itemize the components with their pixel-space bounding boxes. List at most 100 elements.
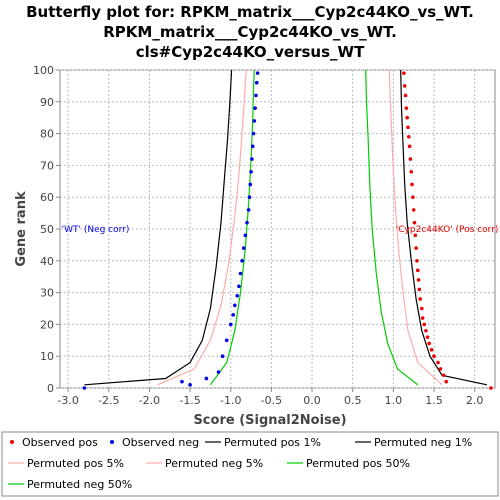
point-observed-pos <box>436 360 440 365</box>
point-observed-neg <box>235 293 240 298</box>
x-tick-label: -0.5 <box>261 394 282 407</box>
annotations: 'WT' (Neg corr) 'Cyp2c44KO' (Pos corr) <box>62 225 499 235</box>
point-observed-pos <box>432 354 436 359</box>
point-observed-pos <box>406 125 410 130</box>
point-observed-pos <box>414 246 418 250</box>
series-line-permuted-pos-5- <box>388 69 443 386</box>
x-tick-label: 1.0 <box>385 394 403 407</box>
legend-item-permuted-pos-1-: Permuted pos 1% <box>224 436 321 449</box>
point-observed-neg <box>216 370 221 374</box>
point-observed-neg <box>188 383 192 387</box>
x-tick-label: 0.5 <box>344 394 362 407</box>
point-observed-neg <box>254 93 258 98</box>
point-observed-pos <box>416 278 421 282</box>
point-observed-pos <box>417 287 422 292</box>
point-observed-pos <box>409 169 414 174</box>
point-observed-neg <box>237 284 241 289</box>
point-observed-neg <box>250 144 255 149</box>
series-line-permuted-pos-1- <box>400 69 488 386</box>
point-observed-neg <box>250 157 254 161</box>
x-axis-label: Score (Signal2Noise) <box>193 413 346 428</box>
x-tick-label: -2.0 <box>139 394 160 407</box>
point-observed-neg <box>82 386 87 390</box>
series-line-permuted-neg-50- <box>209 69 255 386</box>
series-line-permuted-pos-50- <box>365 69 419 386</box>
y-tick-label: 30 <box>40 287 54 300</box>
point-observed-neg <box>220 354 225 359</box>
point-observed-neg <box>251 131 256 136</box>
legend-swatch-observed-pos <box>10 440 14 444</box>
point-observed-pos <box>403 93 408 98</box>
point-observed-neg <box>238 271 243 276</box>
point-observed-pos <box>424 328 428 333</box>
point-observed-neg <box>253 106 257 110</box>
point-observed-pos <box>402 84 407 88</box>
point-observed-pos <box>415 259 419 263</box>
point-observed-neg <box>249 169 253 174</box>
y-tick-label: 20 <box>40 318 54 331</box>
series <box>82 69 493 390</box>
point-observed-neg <box>241 246 246 250</box>
point-observed-pos <box>411 208 416 212</box>
point-observed-neg <box>245 220 249 225</box>
point-observed-neg <box>248 182 253 187</box>
point-observed-pos <box>412 220 417 225</box>
legend-item-permuted-pos-5-: Permuted pos 5% <box>27 457 124 470</box>
point-observed-neg <box>254 80 259 85</box>
point-observed-pos <box>407 134 411 139</box>
point-observed-neg <box>240 259 244 263</box>
point-observed-pos <box>402 71 406 75</box>
point-observed-neg <box>233 303 237 308</box>
x-tick-label: 0.0 <box>303 394 321 407</box>
point-observed-pos <box>489 386 493 390</box>
y-tick-label: 50 <box>40 223 54 236</box>
y-axis-label: Gene rank <box>14 191 29 267</box>
y-tick-label: 0 <box>47 382 54 395</box>
x-tick-label: -1.5 <box>179 394 200 407</box>
y-tick-label: 70 <box>40 159 54 172</box>
point-observed-pos <box>438 367 443 371</box>
point-observed-neg <box>231 313 235 317</box>
y-tick-label: 90 <box>40 96 54 109</box>
legend: Observed pos Observed neg Permuted pos 1% P… <box>8 436 472 491</box>
legend-item-permuted-pos-50-: Permuted pos 50% <box>306 457 410 470</box>
point-observed-pos <box>420 316 425 320</box>
ticks: -3.0 -2.5 -2.0 -1.5 -1.0 -0.5 0.0 0.5 1.0 1.5 2.0 0… <box>33 64 483 407</box>
legend-item-permuted-neg-5-: Permuted neg 5% <box>165 457 263 470</box>
y-tick-label: 10 <box>40 350 54 363</box>
x-tick-label: 2.0 <box>466 394 484 407</box>
title-line-2: RPKM_matrix___Cyp2c44KO_vs_WT. <box>103 23 397 41</box>
series-line-permuted-neg-1- <box>84 69 233 386</box>
point-observed-pos <box>411 195 415 199</box>
point-observed-pos <box>425 335 430 339</box>
x-tick-label: 1.5 <box>425 394 443 407</box>
x-tick-label: -3.0 <box>57 394 78 407</box>
x-tick-label: -2.5 <box>98 394 119 407</box>
x-tick-label: -1.0 <box>220 394 241 407</box>
point-observed-neg <box>255 71 260 75</box>
point-observed-pos <box>444 379 449 384</box>
point-observed-pos <box>405 115 409 120</box>
point-observed-neg <box>224 338 229 343</box>
point-observed-neg <box>247 195 252 199</box>
legend-item-permuted-neg-50-: Permuted neg 50% <box>27 478 132 491</box>
annotation-label: 'Cyp2c44KO' (Pos corr) <box>396 225 499 235</box>
legend-item-observed-pos: Observed pos <box>22 436 98 449</box>
point-observed-neg <box>246 208 251 212</box>
legend-box <box>1 431 499 497</box>
point-observed-neg <box>228 322 233 327</box>
point-observed-pos <box>441 373 446 378</box>
point-observed-pos <box>404 106 409 110</box>
point-observed-pos <box>427 341 431 346</box>
point-observed-pos <box>429 348 434 352</box>
point-observed-pos <box>410 182 414 187</box>
y-tick-label: 100 <box>33 64 54 77</box>
point-observed-pos <box>418 297 422 301</box>
point-observed-pos <box>420 306 424 311</box>
series-line-permuted-neg-5- <box>157 69 247 386</box>
point-observed-pos <box>413 233 418 238</box>
legend-item-observed-neg: Observed neg <box>122 436 199 449</box>
point-observed-pos <box>407 144 412 149</box>
annotation-label: 'WT' (Neg corr) <box>62 225 130 235</box>
